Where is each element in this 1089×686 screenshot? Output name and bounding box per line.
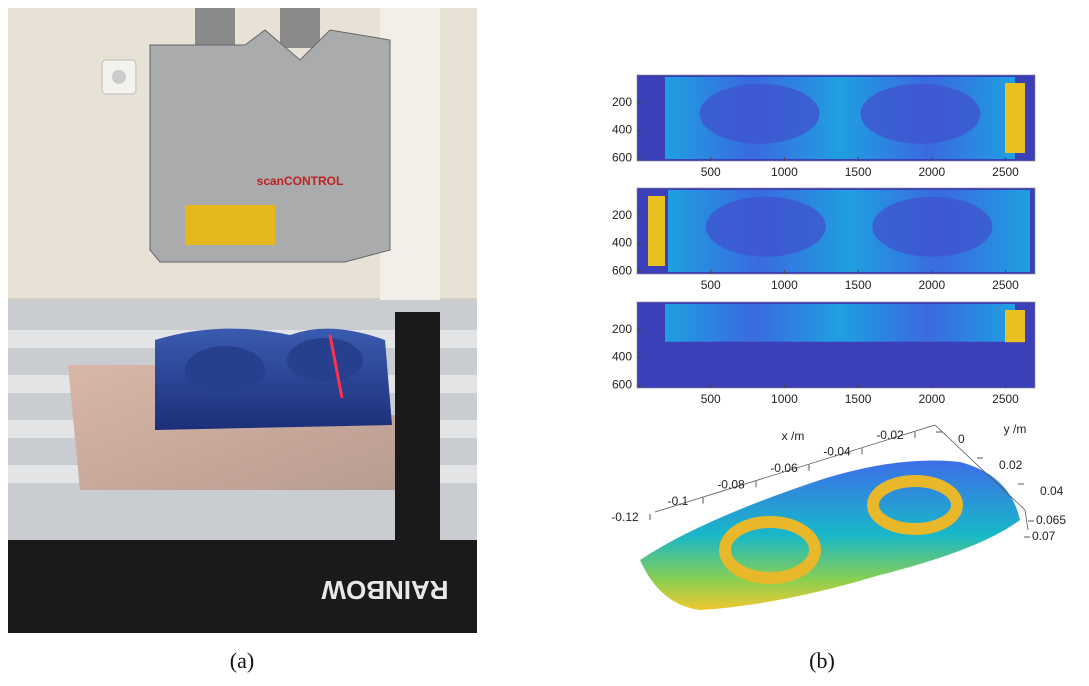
x-tick-label: 2500 — [992, 165, 1019, 179]
heatmap-edge — [1005, 83, 1025, 153]
x-tick-label: 500 — [701, 392, 721, 406]
y-tick-label: 600 — [612, 377, 632, 391]
y-tick-label: 0.02 — [999, 458, 1023, 472]
x-axis — [654, 424, 936, 513]
x-tick-label: 2500 — [992, 278, 1019, 292]
x-tick-label: -0.1 — [668, 494, 689, 508]
photo: scanCONTROL RAINBOW — [8, 8, 477, 633]
y-axis — [934, 424, 1026, 511]
y-tick-label: 400 — [612, 350, 632, 364]
panel-label: (b) — [809, 648, 835, 673]
axes-frame — [636, 74, 1036, 162]
z-axis — [1024, 509, 1029, 531]
y-tick-label: 400 — [612, 236, 632, 250]
x-axis-label: x /m — [782, 429, 805, 443]
y-tick-label: 0 — [958, 432, 965, 446]
x-tick-label: -0.04 — [823, 445, 851, 459]
y-tick-label: 600 — [612, 150, 632, 164]
x-tick-label: -0.12 — [611, 510, 639, 524]
x-tick-label: -0.02 — [876, 428, 904, 442]
x-tick-label: 1000 — [771, 165, 798, 179]
surface-plot — [640, 424, 1029, 610]
y-axis-label: y /m — [1004, 422, 1027, 436]
sensor-text: scanCONTROL — [257, 174, 344, 188]
heatmap-edge — [1005, 310, 1025, 343]
heatmap-ring — [860, 83, 981, 144]
axes-frame — [636, 187, 1036, 275]
x-tick-label: 1500 — [845, 392, 872, 406]
x-tick-label: 1500 — [845, 278, 872, 292]
z-tick-label: 0.065 — [1036, 513, 1066, 527]
heatmap-ring — [699, 83, 820, 144]
z-tick-label: 0.07 — [1032, 529, 1056, 543]
x-tick-label: 1000 — [771, 278, 798, 292]
x-tick-label: 500 — [701, 165, 721, 179]
y-tick-label: 0.04 — [1040, 484, 1064, 498]
ruler-text: RAINBOW — [321, 575, 449, 605]
y-tick-label: 600 — [612, 263, 632, 277]
panel-label: (a) — [230, 648, 254, 673]
x-tick-label: 2000 — [918, 165, 945, 179]
y-tick-label: 200 — [612, 322, 632, 336]
x-tick-label: -0.08 — [717, 477, 745, 491]
y-tick-label: 400 — [612, 123, 632, 137]
heatmap-edge — [648, 196, 665, 266]
heatmap-ring — [705, 196, 826, 257]
x-tick-label: -0.06 — [770, 461, 798, 475]
x-tick-label: 1500 — [845, 165, 872, 179]
x-tick-label: 2500 — [992, 392, 1019, 406]
x-tick-label: 2000 — [918, 278, 945, 292]
x-tick-label: 1000 — [771, 392, 798, 406]
y-tick-label: 200 — [612, 208, 632, 222]
x-tick-label: 500 — [701, 278, 721, 292]
x-tick-label: 2000 — [918, 392, 945, 406]
y-tick-label: 200 — [612, 95, 632, 109]
heatmap-ring — [872, 196, 993, 257]
heatmap-field — [665, 304, 1015, 342]
axes-frame — [636, 301, 1036, 389]
